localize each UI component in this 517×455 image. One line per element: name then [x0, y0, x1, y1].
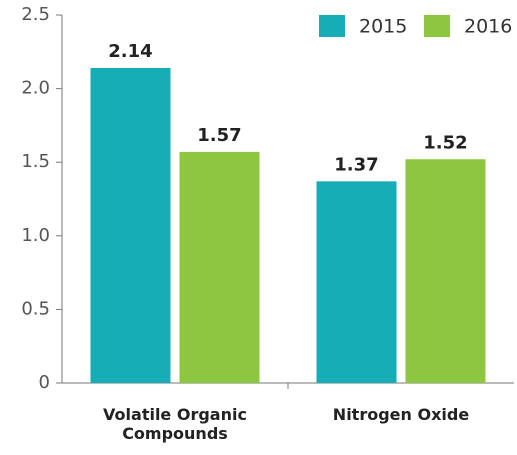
y-tick-label: 0	[39, 372, 50, 393]
y-tick-label: 0.5	[21, 298, 50, 319]
y-tick-label: 1.0	[21, 225, 50, 246]
y-tick-label: 1.5	[21, 151, 50, 172]
legend-label: 2016	[464, 16, 512, 38]
legend-swatch	[319, 15, 345, 37]
x-tick-label: Volatile Organic Compounds	[103, 405, 247, 443]
value-label: 1.37	[334, 154, 378, 175]
y-tick-label: 2.0	[21, 78, 50, 99]
y-tick-label: 2.5	[21, 4, 50, 25]
bar	[405, 159, 486, 383]
bar	[179, 151, 260, 383]
legend-swatch	[424, 15, 450, 37]
bar	[316, 181, 397, 383]
value-label: 2.14	[108, 41, 152, 62]
x-tick-label: Nitrogen Oxide	[332, 405, 470, 424]
value-label: 1.57	[197, 125, 241, 146]
value-label: 1.52	[423, 132, 467, 153]
legend-label: 2015	[359, 16, 407, 38]
bar	[90, 67, 171, 383]
